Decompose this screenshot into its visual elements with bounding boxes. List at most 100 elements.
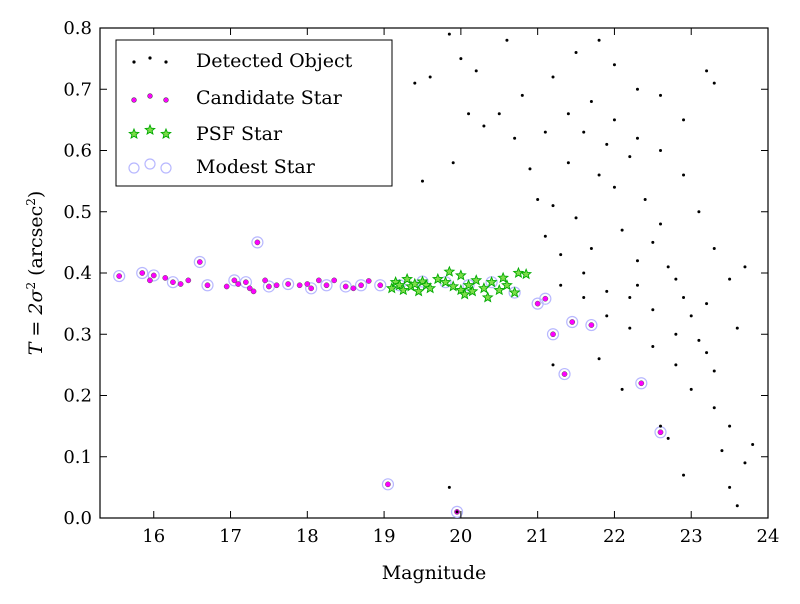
candidate-star-point xyxy=(196,259,203,265)
modest-star-point xyxy=(585,318,598,332)
modest-star-point xyxy=(635,377,648,390)
candidate-star-point xyxy=(638,380,645,387)
modest-star-point xyxy=(136,266,149,280)
detected-object-point xyxy=(697,338,701,342)
candidate-star-point xyxy=(246,285,253,292)
candidate-star-point xyxy=(331,277,338,284)
detected-object-point xyxy=(635,136,639,140)
legend-label-detected: Detected Object xyxy=(196,50,353,72)
candidate-star-point xyxy=(365,278,372,284)
detected-object-point xyxy=(597,173,601,177)
candidate-star-point xyxy=(147,277,153,284)
modest-star-point xyxy=(374,279,387,292)
detected-object-point xyxy=(682,296,686,299)
candidate-star-point xyxy=(550,331,556,338)
candidate-star-point xyxy=(358,282,364,289)
detected-object-point xyxy=(559,253,563,257)
psf-star-point xyxy=(385,282,398,294)
candidate-star-point xyxy=(262,277,268,284)
modest-star-point xyxy=(450,505,464,518)
candidate-star-point xyxy=(534,300,541,307)
candidate-star-point xyxy=(569,319,576,325)
detected-object-point xyxy=(605,142,609,146)
modest-star-point xyxy=(558,367,571,381)
legend-box xyxy=(115,39,393,187)
modest-star-point xyxy=(282,277,295,291)
x-tick-label: 18 xyxy=(296,526,319,547)
detected-object-point xyxy=(712,369,716,373)
y-tick-label: 0.8 xyxy=(63,18,92,39)
detected-object-point xyxy=(666,265,670,269)
legend-label-candidate: Candidate Star xyxy=(196,87,343,109)
legend-marker-psf xyxy=(160,127,172,140)
detected-object-point xyxy=(697,210,701,214)
candidate-star-point xyxy=(204,282,211,289)
detected-object-point xyxy=(505,38,509,42)
psf-star-point xyxy=(493,283,506,296)
detected-object-point xyxy=(682,118,686,122)
detected-object-point xyxy=(428,75,432,79)
detected-object-point xyxy=(720,449,724,453)
detected-object-point xyxy=(628,155,632,159)
modest-star-point xyxy=(381,478,395,491)
psf-star-point xyxy=(512,266,525,279)
candidate-star-point xyxy=(350,285,357,292)
data-layer xyxy=(113,32,755,518)
detected-object-point xyxy=(536,198,540,201)
x-tick-label: 20 xyxy=(449,526,472,547)
modest-star-point xyxy=(320,279,333,292)
x-axis-ticks: 16 17 18 19 20 21 22 23 24 xyxy=(142,28,779,547)
y-tick-label: 0.3 xyxy=(63,324,92,345)
x-tick-label: 23 xyxy=(680,526,703,547)
detected-object-point xyxy=(705,69,709,73)
detected-object-point xyxy=(597,357,601,361)
detected-object-point xyxy=(635,259,639,263)
detected-object-point xyxy=(728,485,732,489)
psf-star-point xyxy=(412,285,425,297)
psf-star-point xyxy=(477,282,490,294)
detected-object-point xyxy=(497,112,501,116)
detected-object-point xyxy=(459,57,463,61)
detected-object-point xyxy=(589,100,593,103)
detected-object-point xyxy=(659,424,663,428)
detected-object-point xyxy=(620,387,624,391)
y-axis-title-main: T = 2σ xyxy=(25,289,47,356)
detected-object-point xyxy=(574,216,578,220)
detected-object-point xyxy=(447,485,451,489)
candidate-star-point xyxy=(231,277,238,284)
candidate-star-point xyxy=(162,275,169,281)
candidate-star-point xyxy=(273,282,280,289)
detected-object-point xyxy=(743,265,747,269)
detected-object-point xyxy=(559,283,563,287)
y-axis-title: T = 2σ2 (arcsec2) xyxy=(24,191,47,356)
detected-object-point xyxy=(712,406,716,410)
detected-object-point xyxy=(467,112,471,116)
candidate-star-point xyxy=(150,272,157,279)
modest-star-point xyxy=(228,274,241,287)
legend-marker-candidate xyxy=(163,97,169,103)
detected-object-point xyxy=(728,277,732,281)
detected-object-point xyxy=(705,351,709,355)
y-tick-label: 0.7 xyxy=(63,79,92,100)
detected-object-point xyxy=(551,75,555,79)
psf-star-point xyxy=(470,274,483,286)
legend-marker-modest xyxy=(160,162,172,174)
legend-entry-candidate: Candidate Star xyxy=(131,87,343,109)
detected-object-point xyxy=(474,69,478,73)
modest-star-point xyxy=(251,236,264,249)
psf-star-point xyxy=(481,291,494,303)
legend-marker-modest xyxy=(128,162,140,174)
detected-object-point xyxy=(605,314,609,318)
y-tick-label: 0.5 xyxy=(63,202,92,223)
candidate-star-point xyxy=(308,285,314,292)
detected-object-point xyxy=(551,363,555,367)
psf-star-point xyxy=(454,269,467,281)
detected-object-point xyxy=(582,296,586,299)
detected-object-point xyxy=(635,283,639,287)
detected-object-point xyxy=(682,473,686,477)
candidate-star-point xyxy=(254,239,261,246)
detected-object-point xyxy=(635,87,639,91)
candidate-star-point xyxy=(296,282,303,289)
candidate-star-point xyxy=(185,277,192,284)
